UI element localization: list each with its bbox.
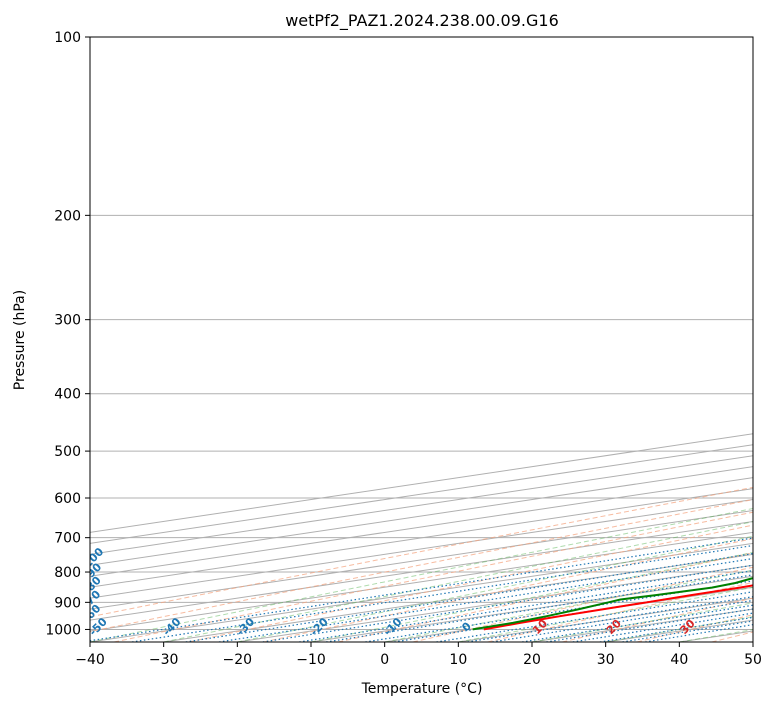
dry-adiabat (113, 511, 753, 642)
mixing-ratio-line (467, 596, 753, 642)
y-tick-label: 400 (54, 387, 81, 403)
isotherm (752, 641, 753, 642)
mixing-ratio-line (299, 570, 753, 642)
isotherm (310, 575, 753, 642)
x-tick-label: 30 (597, 652, 615, 668)
dry-adiabat (263, 538, 753, 642)
dry-adiabat (90, 499, 753, 633)
adiabat-label: -10 (381, 615, 404, 638)
dewpoint-line (472, 577, 753, 631)
isotherm (90, 520, 753, 621)
moist-adiabat (531, 602, 753, 642)
moist-adiabat (90, 507, 753, 642)
mixing-ratio-line (572, 612, 753, 642)
isotherm (90, 531, 753, 632)
adiabat-label: -20 (308, 615, 331, 638)
x-tick-label: 0 (380, 652, 389, 668)
isotherm (90, 499, 753, 599)
isotherm (531, 608, 753, 642)
mixing-ratio-line (394, 584, 753, 642)
y-tick-label: 600 (54, 491, 81, 507)
mixing-ratio-line (90, 537, 753, 642)
isotherm (90, 455, 753, 555)
isotherm (90, 477, 753, 577)
y-tick-label: 900 (54, 595, 81, 611)
temperature-line (483, 584, 753, 631)
x-tick-label: 40 (670, 652, 688, 668)
background-line-labels: 0.10.20.40.611.52346810131620253036-100-… (90, 545, 698, 639)
dry-adiabat (562, 597, 753, 642)
x-tick-label: 50 (744, 652, 762, 668)
y-tick-label: 200 (54, 208, 81, 224)
plot-frame (89, 36, 754, 643)
y-tick-label: 800 (54, 565, 81, 581)
x-tick-label: −40 (75, 652, 105, 668)
adiabat-label: 0 (459, 619, 474, 634)
isotherm (90, 444, 753, 544)
isotherm (90, 509, 753, 610)
dry-adiabat (188, 524, 753, 642)
isotherm (458, 597, 753, 642)
chart-title: wetPf2_PAZ1.2024.238.00.09.G16 (285, 11, 559, 31)
x-tick-label: 20 (523, 652, 541, 668)
moist-adiabat (237, 535, 753, 642)
y-axis: 1000 900 800 700 600 500 400 300 200 100 (45, 30, 90, 638)
background-lines (90, 37, 753, 642)
mixing-ratio-line (262, 564, 753, 642)
sounding-traces (472, 577, 753, 631)
moist-adiabat (310, 551, 753, 642)
isotherm (90, 433, 753, 533)
isotherm (679, 630, 753, 642)
moist-adiabat (458, 586, 753, 642)
y-tick-label: 700 (54, 531, 81, 547)
x-tick-label: 10 (449, 652, 467, 668)
isotherm (90, 542, 753, 642)
x-tick-label: −20 (223, 652, 253, 668)
dry-adiabat (636, 614, 753, 642)
y-axis-label: Pressure (hPa) (12, 290, 28, 390)
isotherm (90, 488, 753, 588)
mixing-ratio-line (546, 608, 753, 642)
moist-adiabat (679, 629, 753, 642)
mixing-ratio-line (131, 544, 753, 642)
dry-adiabat (412, 566, 753, 642)
x-tick-label: −30 (149, 652, 179, 668)
mixing-ratio-line (218, 557, 753, 642)
y-tick-label: 100 (54, 30, 81, 46)
x-axis-label: Temperature (°C) (361, 681, 483, 697)
y-tick-label: 1000 (45, 622, 81, 638)
mixing-ratio-line (185, 552, 753, 642)
x-axis: −40 −30 −20 −10 0 10 20 30 40 50 (75, 642, 762, 668)
x-tick-label: −10 (296, 652, 326, 668)
y-tick-label: 300 (54, 313, 81, 329)
adiabat-label: -30 (234, 615, 257, 638)
moist-adiabat (384, 569, 753, 642)
moist-adiabat (163, 521, 753, 642)
y-tick-label: 500 (54, 444, 81, 460)
isotherm (90, 466, 753, 566)
dry-adiabat (90, 486, 753, 618)
isotherm (384, 586, 753, 642)
